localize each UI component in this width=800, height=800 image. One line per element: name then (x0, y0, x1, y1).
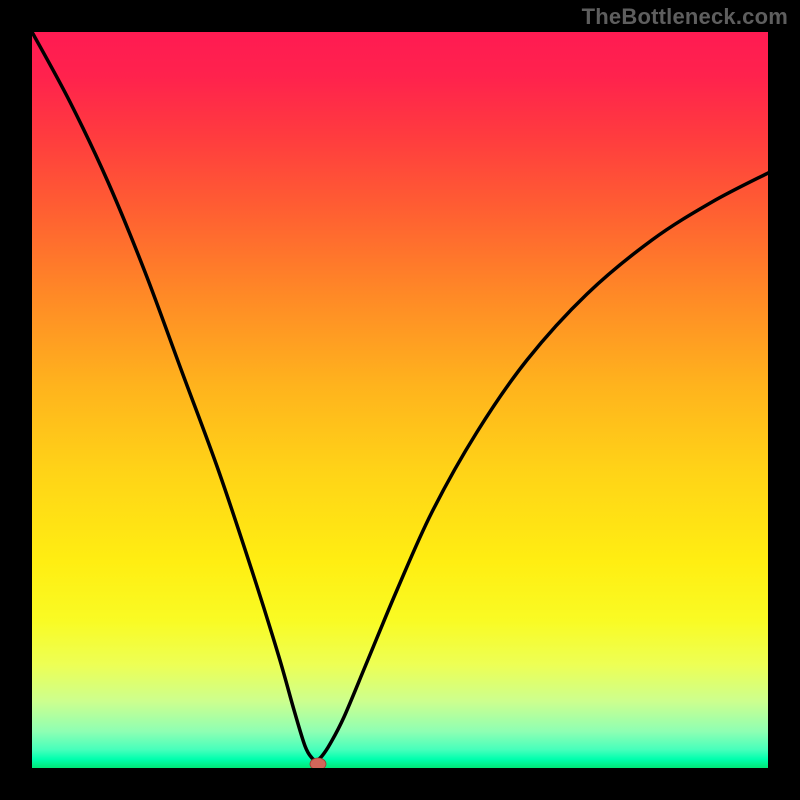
watermark-text: TheBottleneck.com (582, 4, 788, 30)
gradient-background (32, 32, 768, 768)
chart-container: TheBottleneck.com (0, 0, 800, 800)
plot-area (32, 32, 768, 768)
